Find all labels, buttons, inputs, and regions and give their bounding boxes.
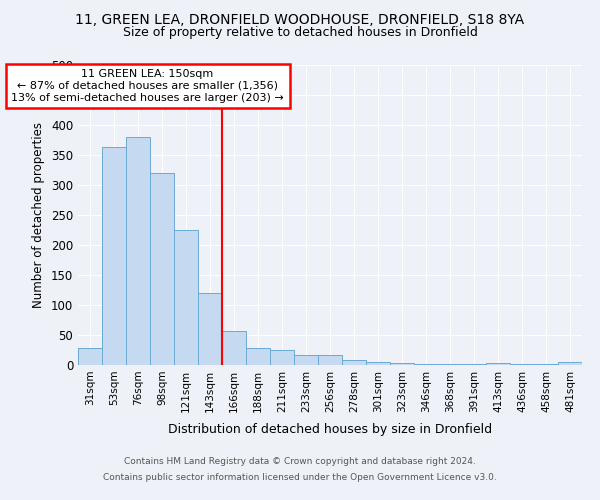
Bar bbox=[78, 348, 102, 365]
Bar bbox=[318, 355, 342, 365]
Bar bbox=[222, 331, 246, 365]
Bar bbox=[486, 363, 510, 365]
Bar bbox=[246, 348, 270, 365]
Bar bbox=[102, 147, 126, 365]
Text: 11 GREEN LEA: 150sqm
← 87% of detached houses are smaller (1,356)
13% of semi-de: 11 GREEN LEA: 150sqm ← 87% of detached h… bbox=[11, 70, 284, 102]
Bar bbox=[558, 362, 582, 365]
Bar bbox=[390, 362, 414, 365]
Bar bbox=[414, 364, 438, 365]
Text: Size of property relative to detached houses in Dronfield: Size of property relative to detached ho… bbox=[122, 26, 478, 39]
Bar bbox=[534, 364, 558, 365]
Bar bbox=[150, 173, 174, 365]
Bar bbox=[270, 350, 294, 365]
X-axis label: Distribution of detached houses by size in Dronfield: Distribution of detached houses by size … bbox=[168, 423, 492, 436]
Bar bbox=[342, 360, 366, 365]
Bar bbox=[366, 362, 390, 365]
Bar bbox=[174, 230, 198, 365]
Bar bbox=[294, 355, 318, 365]
Bar bbox=[510, 364, 534, 365]
Bar bbox=[438, 364, 462, 365]
Y-axis label: Number of detached properties: Number of detached properties bbox=[32, 122, 46, 308]
Text: 11, GREEN LEA, DRONFIELD WOODHOUSE, DRONFIELD, S18 8YA: 11, GREEN LEA, DRONFIELD WOODHOUSE, DRON… bbox=[76, 12, 524, 26]
Bar bbox=[462, 364, 486, 365]
Text: Contains public sector information licensed under the Open Government Licence v3: Contains public sector information licen… bbox=[103, 472, 497, 482]
Text: Contains HM Land Registry data © Crown copyright and database right 2024.: Contains HM Land Registry data © Crown c… bbox=[124, 458, 476, 466]
Bar bbox=[126, 137, 150, 365]
Bar bbox=[198, 293, 222, 365]
